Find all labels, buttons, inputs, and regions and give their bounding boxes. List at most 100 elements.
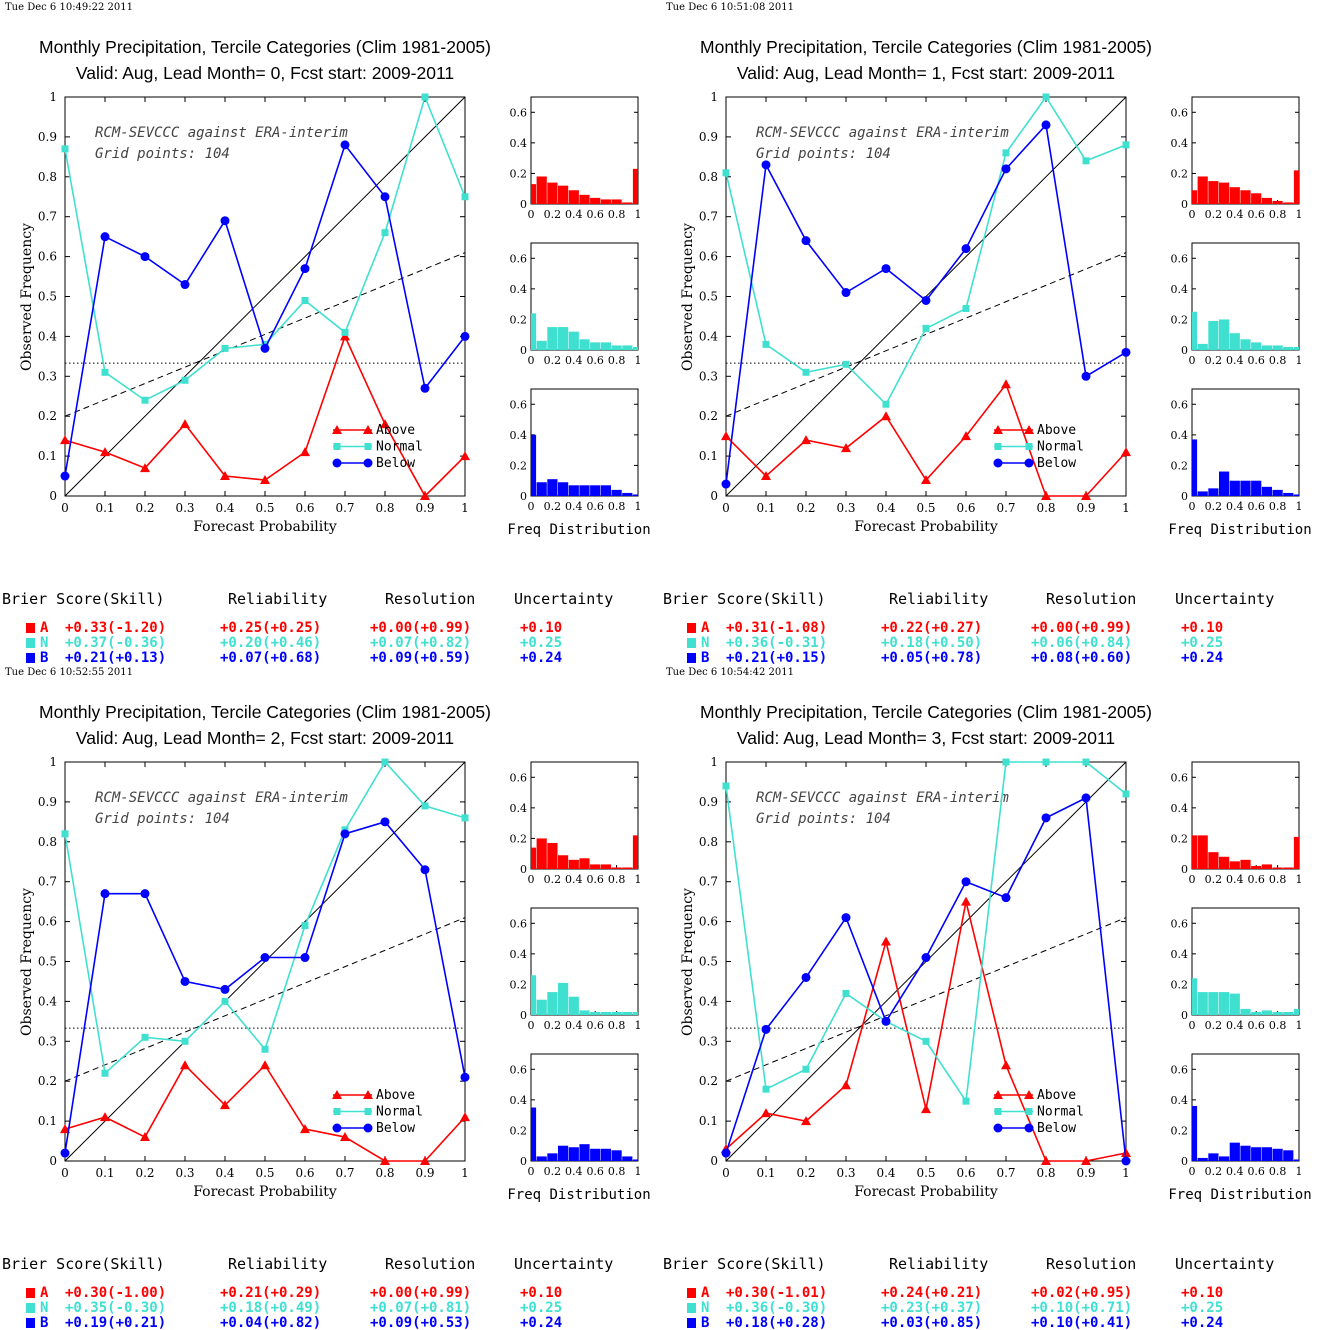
hist-x-tick-label: 0: [1189, 208, 1196, 221]
annotation-text: RCM-SEVCCC against ERA-interim: [95, 790, 348, 806]
hist-y-tick-label: 0.2: [1171, 832, 1189, 845]
hist-y-tick-label: 0.6: [1171, 252, 1189, 265]
data-point-above: [1041, 491, 1051, 500]
legend-label-normal: Normal: [1037, 440, 1084, 455]
data-point-normal: [381, 758, 389, 766]
hist-y-tick-label: 0.6: [510, 398, 528, 411]
hist-bar-A: [1229, 861, 1240, 869]
data-point-normal: [882, 400, 890, 408]
hist-bar-N: [1272, 1011, 1283, 1015]
data-point-normal: [101, 1069, 109, 1077]
score-swatch-A: [687, 623, 696, 633]
hist-frame-A: [1191, 96, 1300, 205]
score-value: +0.18(+0.28): [726, 1315, 827, 1330]
hist-bar-N: [1293, 1008, 1299, 1015]
hist-bar-N: [1251, 1011, 1262, 1015]
hist-bar-A: [1229, 187, 1240, 204]
legend-label-above: Above: [1037, 1088, 1076, 1103]
hist-frame-B: [530, 388, 639, 497]
hist-bar-A: [632, 168, 638, 204]
x-tick-label: 1: [461, 501, 469, 515]
data-point-below: [961, 877, 971, 887]
annotation-text: Grid points: 104: [95, 146, 230, 162]
data-point-below: [420, 865, 430, 875]
hist-y-tick-label: 0: [520, 1009, 527, 1022]
data-point-above: [100, 447, 110, 457]
no-skill-line: [725, 917, 1127, 1082]
score-category: A: [40, 620, 49, 636]
hist-frame-B: [1191, 1053, 1300, 1162]
hist-x-tick-label: 0.4: [1226, 1019, 1244, 1032]
legend-marker: [333, 1108, 341, 1115]
data-point-above: [1001, 379, 1011, 389]
score-value: +0.22(+0.27): [881, 620, 982, 636]
data-point-above: [140, 1132, 150, 1142]
hist-y-tick-label: 0.6: [510, 106, 528, 119]
score-swatch-A: [26, 1288, 35, 1298]
data-point-above: [801, 435, 811, 445]
y-tick-label: 0.2: [699, 1074, 718, 1088]
y-tick-label: 0.7: [699, 875, 718, 889]
data-point-normal: [922, 1037, 930, 1045]
hist-y-tick-label: 0: [1181, 1155, 1188, 1168]
x-tick-label: 0.6: [295, 501, 314, 515]
hist-bar-N: [547, 327, 558, 350]
data-point-below: [721, 479, 731, 489]
x-tick-label: 0.5: [916, 501, 935, 515]
legend-label-normal: Normal: [376, 440, 423, 455]
data-point-below: [220, 984, 230, 994]
hist-bar-B: [568, 485, 579, 496]
x-tick-label: 0.3: [836, 1166, 855, 1180]
score-header: Reliability: [228, 1255, 327, 1273]
hist-bar-N: [1219, 992, 1230, 1015]
hist-x-tick-label: 0: [1189, 500, 1196, 513]
score-value: +0.07(+0.81): [370, 1300, 471, 1316]
data-point-below: [460, 331, 470, 341]
hist-bar-B: [622, 1156, 633, 1161]
x-tick-label: 0.9: [415, 501, 434, 515]
hist-x-tick-label: 0.4: [565, 873, 583, 886]
chart-title: Monthly Precipitation, Tercile Categorie…: [700, 702, 1152, 722]
hist-bar-N: [1240, 1008, 1251, 1015]
hist-x-tick-label: 0: [528, 873, 535, 886]
hist-bar-A: [590, 197, 601, 204]
chart-subtitle: Valid: Aug, Lead Month= 2, Fcst start: 2…: [76, 728, 454, 748]
x-axis-label: Forecast Probability: [193, 519, 337, 535]
data-point-normal: [842, 360, 850, 368]
y-tick-label: 0: [49, 1154, 57, 1168]
chart-subtitle: Valid: Aug, Lead Month= 1, Fcst start: 2…: [737, 63, 1115, 83]
hist-x-tick-label: 0.6: [1247, 208, 1265, 221]
y-tick-label: 0.9: [38, 130, 57, 144]
score-value: +0.21(+0.15): [726, 650, 827, 666]
hist-bar-A: [1251, 865, 1262, 869]
hist-x-tick-label: 0: [1189, 873, 1196, 886]
data-point-below: [1001, 164, 1011, 174]
data-point-normal: [762, 340, 770, 348]
data-point-above: [961, 431, 971, 441]
data-point-normal: [141, 1033, 149, 1041]
annotation-text: RCM-SEVCCC against ERA-interim: [756, 125, 1009, 141]
x-tick-label: 0: [61, 1166, 69, 1180]
hist-bar-A: [1197, 176, 1208, 204]
y-tick-label: 0: [710, 1154, 718, 1168]
score-header: Brier Score(Skill): [663, 1255, 826, 1273]
x-tick-label: 0.7: [335, 1166, 354, 1180]
hist-x-tick-label: 1: [1296, 1165, 1303, 1178]
data-point-above: [1041, 1156, 1051, 1165]
hist-bar-B: [531, 434, 537, 496]
data-point-normal: [1122, 141, 1130, 149]
data-point-below: [100, 889, 110, 899]
data-point-normal: [381, 229, 389, 237]
score-value: +0.24(+0.21): [881, 1285, 982, 1301]
hist-x-tick-label: 0.2: [1205, 208, 1223, 221]
y-tick-label: 0.8: [699, 170, 718, 184]
data-point-above: [721, 431, 731, 441]
hist-bar-B: [1192, 1105, 1198, 1161]
data-point-normal: [922, 324, 930, 332]
y-tick-label: 0.5: [699, 955, 718, 969]
x-axis-label: Forecast Probability: [854, 519, 998, 535]
score-category: N: [701, 1300, 709, 1316]
x-tick-label: 0: [61, 501, 69, 515]
legend-label-above: Above: [376, 423, 415, 438]
series-line-normal: [64, 760, 466, 1075]
